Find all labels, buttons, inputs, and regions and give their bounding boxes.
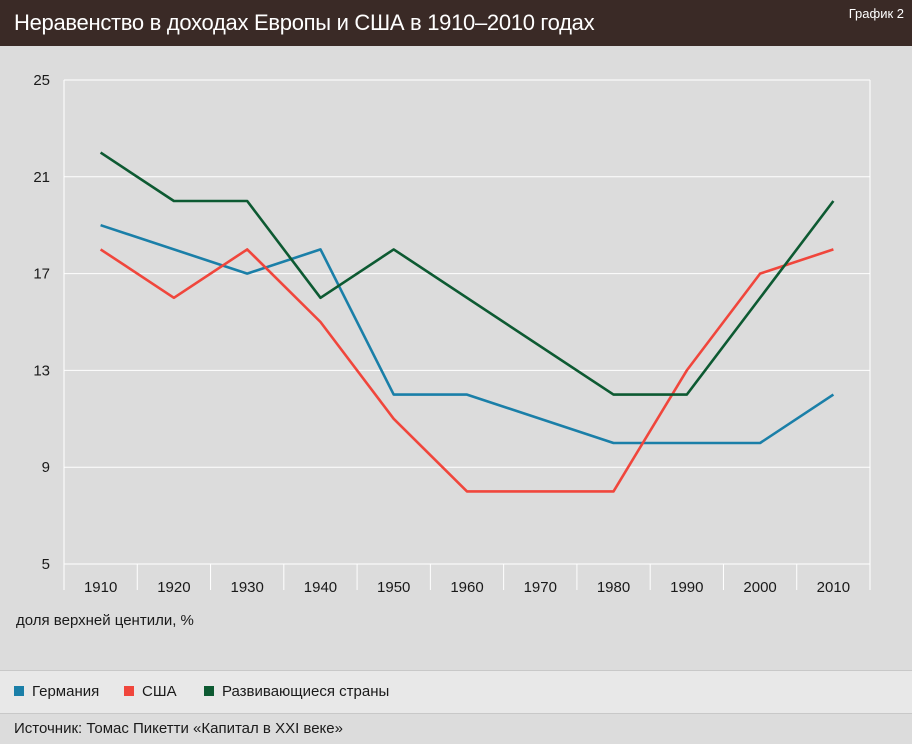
- series-line-usa: [99, 248, 834, 493]
- x-tick-label-1970: 1970: [524, 579, 557, 596]
- x-tick-label-2010: 2010: [817, 579, 850, 596]
- x-tick-label-1950: 1950: [377, 579, 410, 596]
- legend-item-usa: США: [124, 683, 177, 700]
- y-tick-label-13: 13: [33, 362, 50, 379]
- legend-item-developing: Развивающиеся страны: [204, 683, 389, 700]
- legend-label-usa: США: [142, 683, 177, 700]
- y-tick-label-17: 17: [33, 266, 50, 283]
- series-line-germany: [100, 223, 835, 445]
- x-tick-label-1960: 1960: [450, 579, 483, 596]
- chart-title: Неравенство в доходах Европы и США в 191…: [14, 10, 595, 35]
- x-tick-label-1980: 1980: [597, 579, 630, 596]
- legend-swatch-germany: [14, 686, 24, 696]
- series-layer: [99, 151, 835, 493]
- series-line-developing: [99, 151, 835, 396]
- y-tick-label-5: 5: [42, 556, 50, 573]
- axis-layer: 5 9 13 17 21 25 1910 1920 1930 1940 1950 1960 1970 19…: [33, 72, 850, 596]
- x-tick-label-1920: 1920: [157, 579, 190, 596]
- x-tick-label-1930: 1930: [230, 579, 263, 596]
- legend-swatch-usa: [124, 686, 134, 696]
- legend-label-germany: Германия: [32, 683, 100, 700]
- grid-layer: [63, 79, 871, 590]
- y-tick-label-9: 9: [42, 459, 50, 476]
- legend-item-germany: Германия: [14, 683, 99, 700]
- x-tick-label-1990: 1990: [670, 579, 703, 596]
- legend: Германия США Развивающиеся страны: [0, 670, 912, 714]
- chart-number-tag: График 2: [848, 6, 904, 21]
- y-tick-label-21: 21: [33, 169, 50, 186]
- y-tick-label-25: 25: [33, 72, 50, 89]
- legend-swatch-developing: [204, 686, 214, 696]
- y-axis-unit-label: доля верхней центили, %: [16, 612, 194, 629]
- x-tick-label-1910: 1910: [84, 579, 117, 596]
- x-tick-label-1940: 1940: [304, 579, 337, 596]
- x-tick-label-2000: 2000: [743, 579, 776, 596]
- source-note: Источник: Томас Пикетти «Капитал в XXI в…: [14, 720, 343, 737]
- line-chart: 5 9 13 17 21 25 1910 1920 1930 1940 1950 1960 1970 19…: [33, 72, 871, 596]
- legend-label-developing: Развивающиеся страны: [222, 683, 390, 700]
- chart-header: Неравенство в доходах Европы и США в 191…: [0, 0, 912, 46]
